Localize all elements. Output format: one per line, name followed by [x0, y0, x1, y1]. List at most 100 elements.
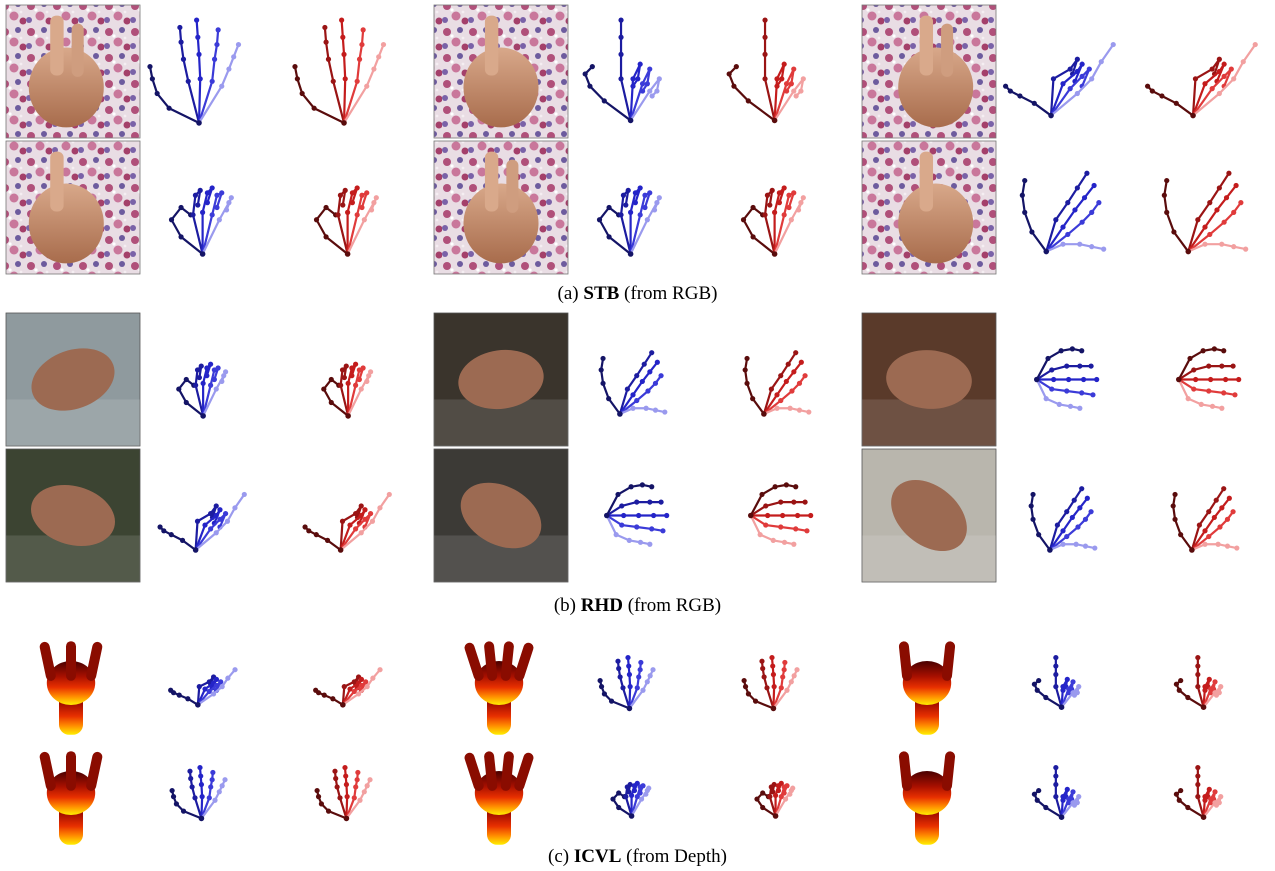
joint-dot — [364, 83, 370, 89]
joint-dot — [1221, 73, 1227, 79]
joint-dot — [790, 785, 796, 791]
joint-dot — [367, 369, 374, 375]
joint-dot — [1221, 348, 1227, 354]
joint-dot — [784, 783, 790, 789]
rhd-ground-truth-pose — [1170, 486, 1240, 553]
joint-dot — [1195, 794, 1201, 800]
joint-dot — [1206, 676, 1212, 682]
joint-dot — [183, 399, 189, 406]
joint-dot — [330, 78, 336, 84]
joint-dot — [1034, 797, 1040, 803]
joint-dot — [770, 671, 777, 678]
joint-dot — [630, 392, 636, 398]
rhd-input-image — [433, 312, 569, 447]
joint-dot — [643, 791, 649, 797]
joint-dot — [582, 71, 588, 77]
joint-dot — [1065, 200, 1071, 206]
joint-dot — [1222, 376, 1229, 383]
joint-dot — [1079, 73, 1085, 79]
joint-dot — [1219, 405, 1225, 411]
joint-dot — [1215, 541, 1221, 547]
joint-dot — [645, 388, 651, 394]
joint-dot — [353, 784, 359, 790]
icvl-depth-image — [39, 751, 103, 845]
joint-dot — [627, 684, 633, 690]
joint-dot — [1070, 679, 1076, 685]
joint-dot — [338, 382, 344, 388]
wrist-dot — [340, 701, 346, 708]
joint-dot — [783, 378, 789, 385]
joint-dot — [776, 190, 782, 196]
joint-dot — [770, 663, 776, 669]
joint-dot — [351, 688, 357, 695]
joint-dot — [628, 209, 634, 215]
joint-dot — [356, 56, 363, 62]
joint-dot — [170, 794, 177, 800]
joint-dot — [1209, 403, 1216, 409]
joint-dot — [781, 61, 787, 67]
joint-dot — [1031, 791, 1037, 797]
joint-dot — [601, 98, 607, 104]
icvl-predicted-pose — [1031, 764, 1082, 820]
joint-dot — [343, 773, 349, 779]
joint-dot — [1031, 681, 1037, 687]
joint-dot — [1200, 348, 1206, 354]
joint-dot — [796, 407, 803, 413]
joint-dot — [1065, 231, 1071, 238]
joint-dot — [779, 76, 785, 82]
joint-dot — [343, 781, 350, 788]
joint-dot — [780, 512, 786, 519]
joint-dot — [322, 24, 328, 31]
joint-dot — [1164, 177, 1170, 184]
joint-dot — [1028, 503, 1034, 509]
wrist-dot — [1048, 112, 1054, 119]
joint-dot — [1050, 76, 1057, 82]
joint-dot — [1079, 348, 1085, 354]
joint-dot — [1224, 543, 1231, 549]
finger-bone — [1030, 494, 1051, 551]
joint-dot — [209, 212, 215, 218]
joint-dot — [637, 61, 643, 67]
icvl-depth-image — [898, 641, 956, 735]
joint-dot — [637, 667, 643, 673]
joint-dot — [226, 200, 232, 206]
joint-dot — [1212, 789, 1218, 795]
joint-dot — [775, 787, 782, 794]
joint-dot — [1185, 694, 1191, 701]
icvl-depth-image — [464, 751, 534, 845]
joint-dot — [231, 54, 237, 60]
joint-dot — [608, 698, 615, 704]
wrist-dot — [1175, 376, 1182, 383]
joint-dot — [647, 499, 653, 505]
joint-dot — [784, 687, 790, 693]
joint-dot — [177, 24, 183, 31]
joint-dot — [1185, 804, 1191, 811]
joint-dot — [726, 71, 732, 77]
joint-dot — [791, 541, 797, 547]
joint-dot — [795, 207, 802, 213]
joint-dot — [1053, 794, 1059, 800]
joint-dot — [347, 686, 353, 692]
joint-dot — [791, 190, 797, 196]
joint-dot — [1176, 687, 1182, 693]
finger-shape — [941, 23, 954, 77]
joint-dot — [313, 687, 319, 693]
joint-dot — [788, 217, 794, 223]
joint-dot — [625, 187, 631, 193]
joint-dot — [597, 677, 603, 684]
joint-dot — [168, 687, 174, 693]
joint-dot — [196, 684, 202, 690]
joint-dot — [364, 684, 370, 690]
joint-dot — [638, 796, 645, 802]
joint-dot — [1216, 56, 1222, 62]
joint-dot — [1149, 88, 1155, 94]
joint-dot — [353, 382, 359, 388]
icvl-ground-truth-pose — [754, 780, 796, 819]
finger-bone — [194, 493, 246, 551]
joint-dot — [798, 200, 804, 206]
hand-shape — [31, 348, 115, 411]
joint-dot — [1202, 224, 1208, 230]
joint-dot — [1185, 396, 1191, 402]
joint-dot — [643, 405, 649, 411]
joint-dot — [354, 777, 360, 783]
